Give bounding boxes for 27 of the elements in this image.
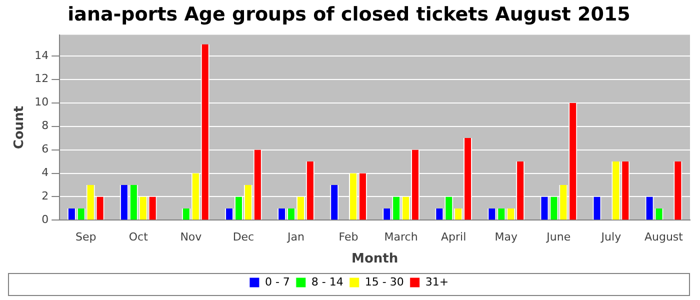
y-tick-label: 8: [42, 119, 49, 132]
y-axis-title: Count: [12, 106, 28, 150]
x-axis-title: Month: [352, 252, 398, 267]
x-tick-label: Nov: [180, 230, 202, 244]
x-tick-label: Feb: [338, 230, 358, 244]
x-tick-label: Dec: [232, 230, 254, 244]
x-tick-label: June: [546, 230, 571, 244]
legend-label: 15 - 30: [364, 275, 404, 288]
legend-label: 0 - 7: [264, 275, 290, 288]
y-tick-label: 2: [42, 190, 49, 203]
x-tick-label: May: [494, 230, 518, 244]
x-tick-label: July: [600, 230, 622, 244]
chart-title: iana-ports Age groups of closed tickets August 2015: [68, 3, 630, 26]
y-tick-label: 14: [34, 48, 49, 62]
x-tick-label: Jan: [286, 230, 304, 244]
x-tick-label: Sep: [75, 230, 96, 244]
y-tick-label: 0: [42, 213, 49, 226]
y-tick-label: 10: [34, 96, 49, 109]
y-tick-label: 12: [34, 72, 49, 86]
legend-label: 8 - 14: [311, 275, 344, 288]
y-tick-label: 6: [42, 142, 49, 156]
x-tick-label: August: [644, 230, 684, 244]
y-tick-label: 4: [42, 166, 49, 180]
x-tick-label: April: [441, 230, 466, 244]
legend-label: 31+: [425, 275, 449, 288]
x-tick-label: Oct: [128, 230, 149, 244]
x-tick-label: March: [384, 230, 418, 244]
